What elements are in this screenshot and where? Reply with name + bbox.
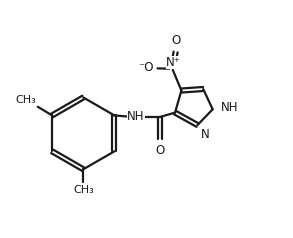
Text: O: O <box>156 144 165 157</box>
Text: NH: NH <box>221 100 238 114</box>
Text: O: O <box>171 34 180 47</box>
Text: NH: NH <box>127 110 145 123</box>
Text: CH₃: CH₃ <box>73 185 94 195</box>
Text: N⁺: N⁺ <box>166 56 181 69</box>
Text: ⁻O: ⁻O <box>138 61 154 74</box>
Text: CH₃: CH₃ <box>16 95 36 105</box>
Text: N: N <box>201 129 210 141</box>
